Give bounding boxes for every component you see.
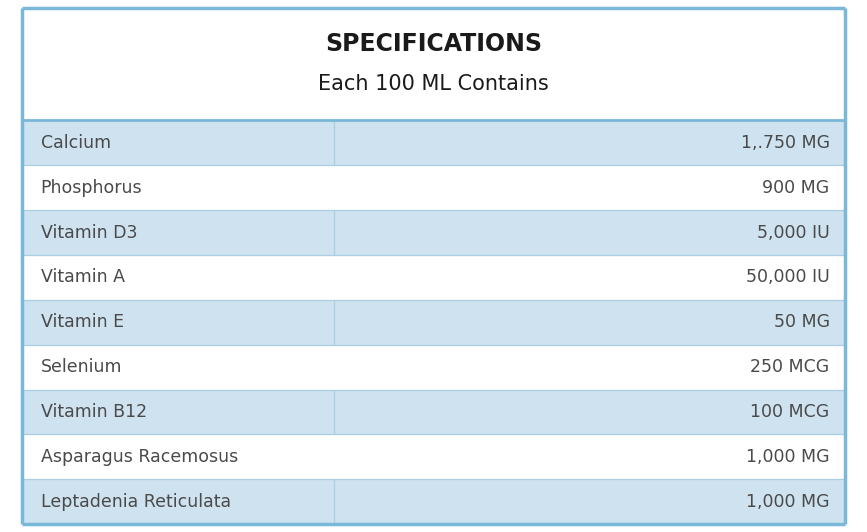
Text: 1,.750 MG: 1,.750 MG <box>740 134 830 152</box>
Text: Vitamin D3: Vitamin D3 <box>41 223 137 242</box>
Text: 50,000 IU: 50,000 IU <box>746 269 830 286</box>
Text: 900 MG: 900 MG <box>762 179 830 197</box>
Bar <box>22 210 845 255</box>
Text: 5,000 IU: 5,000 IU <box>757 223 830 242</box>
Text: Vitamin B12: Vitamin B12 <box>41 403 147 421</box>
Text: 50 MG: 50 MG <box>773 313 830 331</box>
Text: Leptadenia Reticulata: Leptadenia Reticulata <box>41 493 231 511</box>
Bar <box>22 300 845 345</box>
Text: 1,000 MG: 1,000 MG <box>746 448 830 466</box>
Text: Selenium: Selenium <box>41 358 122 376</box>
Text: SPECIFICATIONS: SPECIFICATIONS <box>325 32 542 56</box>
Text: 1,000 MG: 1,000 MG <box>746 493 830 511</box>
Bar <box>22 479 845 524</box>
Text: 100 MCG: 100 MCG <box>751 403 830 421</box>
Text: Vitamin A: Vitamin A <box>41 269 125 286</box>
Text: 250 MCG: 250 MCG <box>751 358 830 376</box>
Bar <box>22 120 845 165</box>
Text: Phosphorus: Phosphorus <box>41 179 142 197</box>
Text: Vitamin E: Vitamin E <box>41 313 124 331</box>
Bar <box>22 389 845 434</box>
Text: Each 100 ML Contains: Each 100 ML Contains <box>318 74 549 95</box>
Text: Calcium: Calcium <box>41 134 111 152</box>
Text: Asparagus Racemosus: Asparagus Racemosus <box>41 448 238 466</box>
